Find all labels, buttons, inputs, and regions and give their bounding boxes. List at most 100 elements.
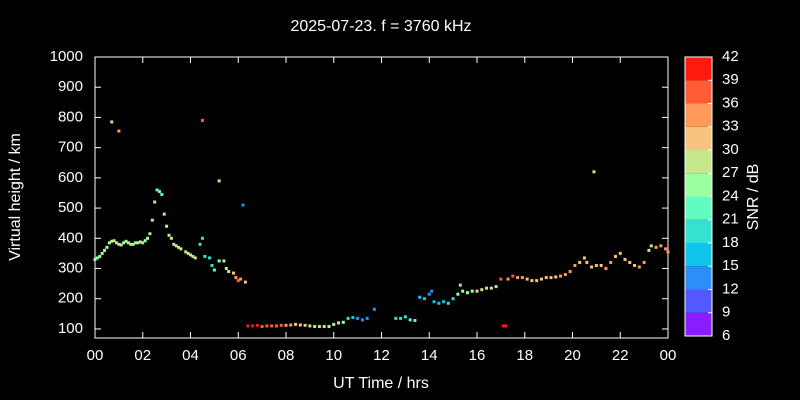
- x-tick-label: 00: [660, 347, 677, 364]
- data-point: [112, 239, 116, 243]
- data-point: [191, 254, 195, 258]
- data-point: [155, 188, 159, 192]
- y-tick-label: 200: [58, 290, 83, 307]
- data-point: [365, 316, 369, 320]
- data-point: [186, 251, 190, 255]
- data-point: [403, 315, 407, 319]
- y-tick-label: 600: [58, 169, 83, 186]
- data-point: [633, 263, 637, 267]
- data-point: [437, 301, 441, 305]
- data-point: [413, 318, 417, 322]
- data-point: [100, 251, 104, 255]
- data-point: [317, 325, 321, 329]
- data-point: [427, 292, 431, 296]
- data-point: [480, 288, 484, 292]
- data-point: [162, 212, 166, 216]
- data-point: [184, 250, 188, 254]
- data-point: [360, 318, 364, 322]
- colorbar-segment: [685, 243, 712, 267]
- data-point: [227, 270, 231, 274]
- colorbar-tick-label: 24: [722, 187, 739, 204]
- y-tick-label: 1000: [50, 48, 83, 65]
- data-point: [110, 239, 114, 243]
- data-point: [114, 241, 118, 245]
- data-point: [203, 254, 207, 258]
- data-point: [124, 239, 128, 243]
- data-point: [535, 279, 539, 283]
- colorbar-tick-label: 36: [722, 94, 739, 111]
- colorbar-tick-label: 39: [722, 71, 739, 88]
- x-tick-label: 18: [516, 347, 533, 364]
- data-point: [284, 323, 288, 327]
- data-point: [356, 316, 360, 320]
- data-point: [224, 267, 228, 271]
- data-point: [430, 289, 434, 293]
- data-point: [642, 260, 646, 264]
- data-point: [239, 277, 243, 281]
- data-point: [193, 256, 197, 260]
- data-point: [599, 263, 603, 267]
- data-point: [337, 321, 341, 325]
- data-point: [628, 260, 632, 264]
- data-point: [246, 324, 250, 328]
- data-point: [126, 241, 130, 245]
- data-point: [93, 257, 97, 261]
- data-point: [138, 240, 142, 244]
- data-point: [573, 263, 577, 267]
- data-point: [623, 257, 627, 261]
- data-point: [289, 323, 293, 327]
- data-point: [169, 236, 173, 240]
- data-point: [265, 324, 269, 328]
- data-point: [241, 203, 245, 207]
- data-point: [222, 259, 226, 263]
- data-point: [618, 251, 622, 255]
- data-point: [298, 323, 302, 327]
- y-tick-label: 900: [58, 78, 83, 95]
- x-axis-label: UT Time / hrs: [333, 375, 429, 392]
- data-point: [165, 224, 169, 228]
- data-point: [489, 286, 493, 290]
- colorbar-tick-label: 12: [722, 280, 739, 297]
- data-point: [372, 307, 376, 311]
- data-point: [236, 279, 240, 283]
- colorbar-segment: [685, 266, 712, 290]
- data-point: [255, 323, 259, 327]
- data-point: [475, 289, 479, 293]
- data-point: [270, 324, 274, 328]
- data-point: [664, 247, 668, 251]
- data-point: [446, 301, 450, 305]
- data-point: [604, 267, 608, 271]
- x-tick-label: 12: [373, 347, 390, 364]
- data-point: [179, 247, 183, 251]
- data-point: [647, 248, 651, 252]
- data-point: [119, 243, 123, 247]
- x-tick-label: 16: [469, 347, 486, 364]
- data-point: [210, 263, 214, 267]
- data-point: [279, 323, 283, 327]
- data-point: [432, 300, 436, 304]
- x-tick-label: 10: [325, 347, 342, 364]
- data-point: [146, 236, 150, 240]
- data-point: [303, 323, 307, 327]
- data-point: [408, 318, 412, 322]
- data-point: [107, 241, 111, 245]
- data-point: [422, 297, 426, 301]
- colorbar-segment: [685, 219, 712, 243]
- data-point: [399, 316, 403, 320]
- colorbar-segment: [685, 150, 712, 174]
- colorbar-tick-label: 9: [722, 304, 730, 321]
- colorbar-tick-label: 30: [722, 141, 739, 158]
- data-point: [609, 260, 613, 264]
- x-tick-label: 08: [278, 347, 295, 364]
- data-point: [105, 245, 109, 249]
- x-tick-label: 06: [230, 347, 247, 364]
- data-point: [103, 248, 107, 252]
- x-tick-label: 04: [182, 347, 199, 364]
- y-tick-label: 500: [58, 199, 83, 216]
- data-point: [313, 325, 317, 329]
- x-tick-label: 22: [612, 347, 629, 364]
- y-axis-label: Virtual height / km: [7, 133, 24, 261]
- data-point: [189, 253, 192, 257]
- data-point: [649, 244, 653, 248]
